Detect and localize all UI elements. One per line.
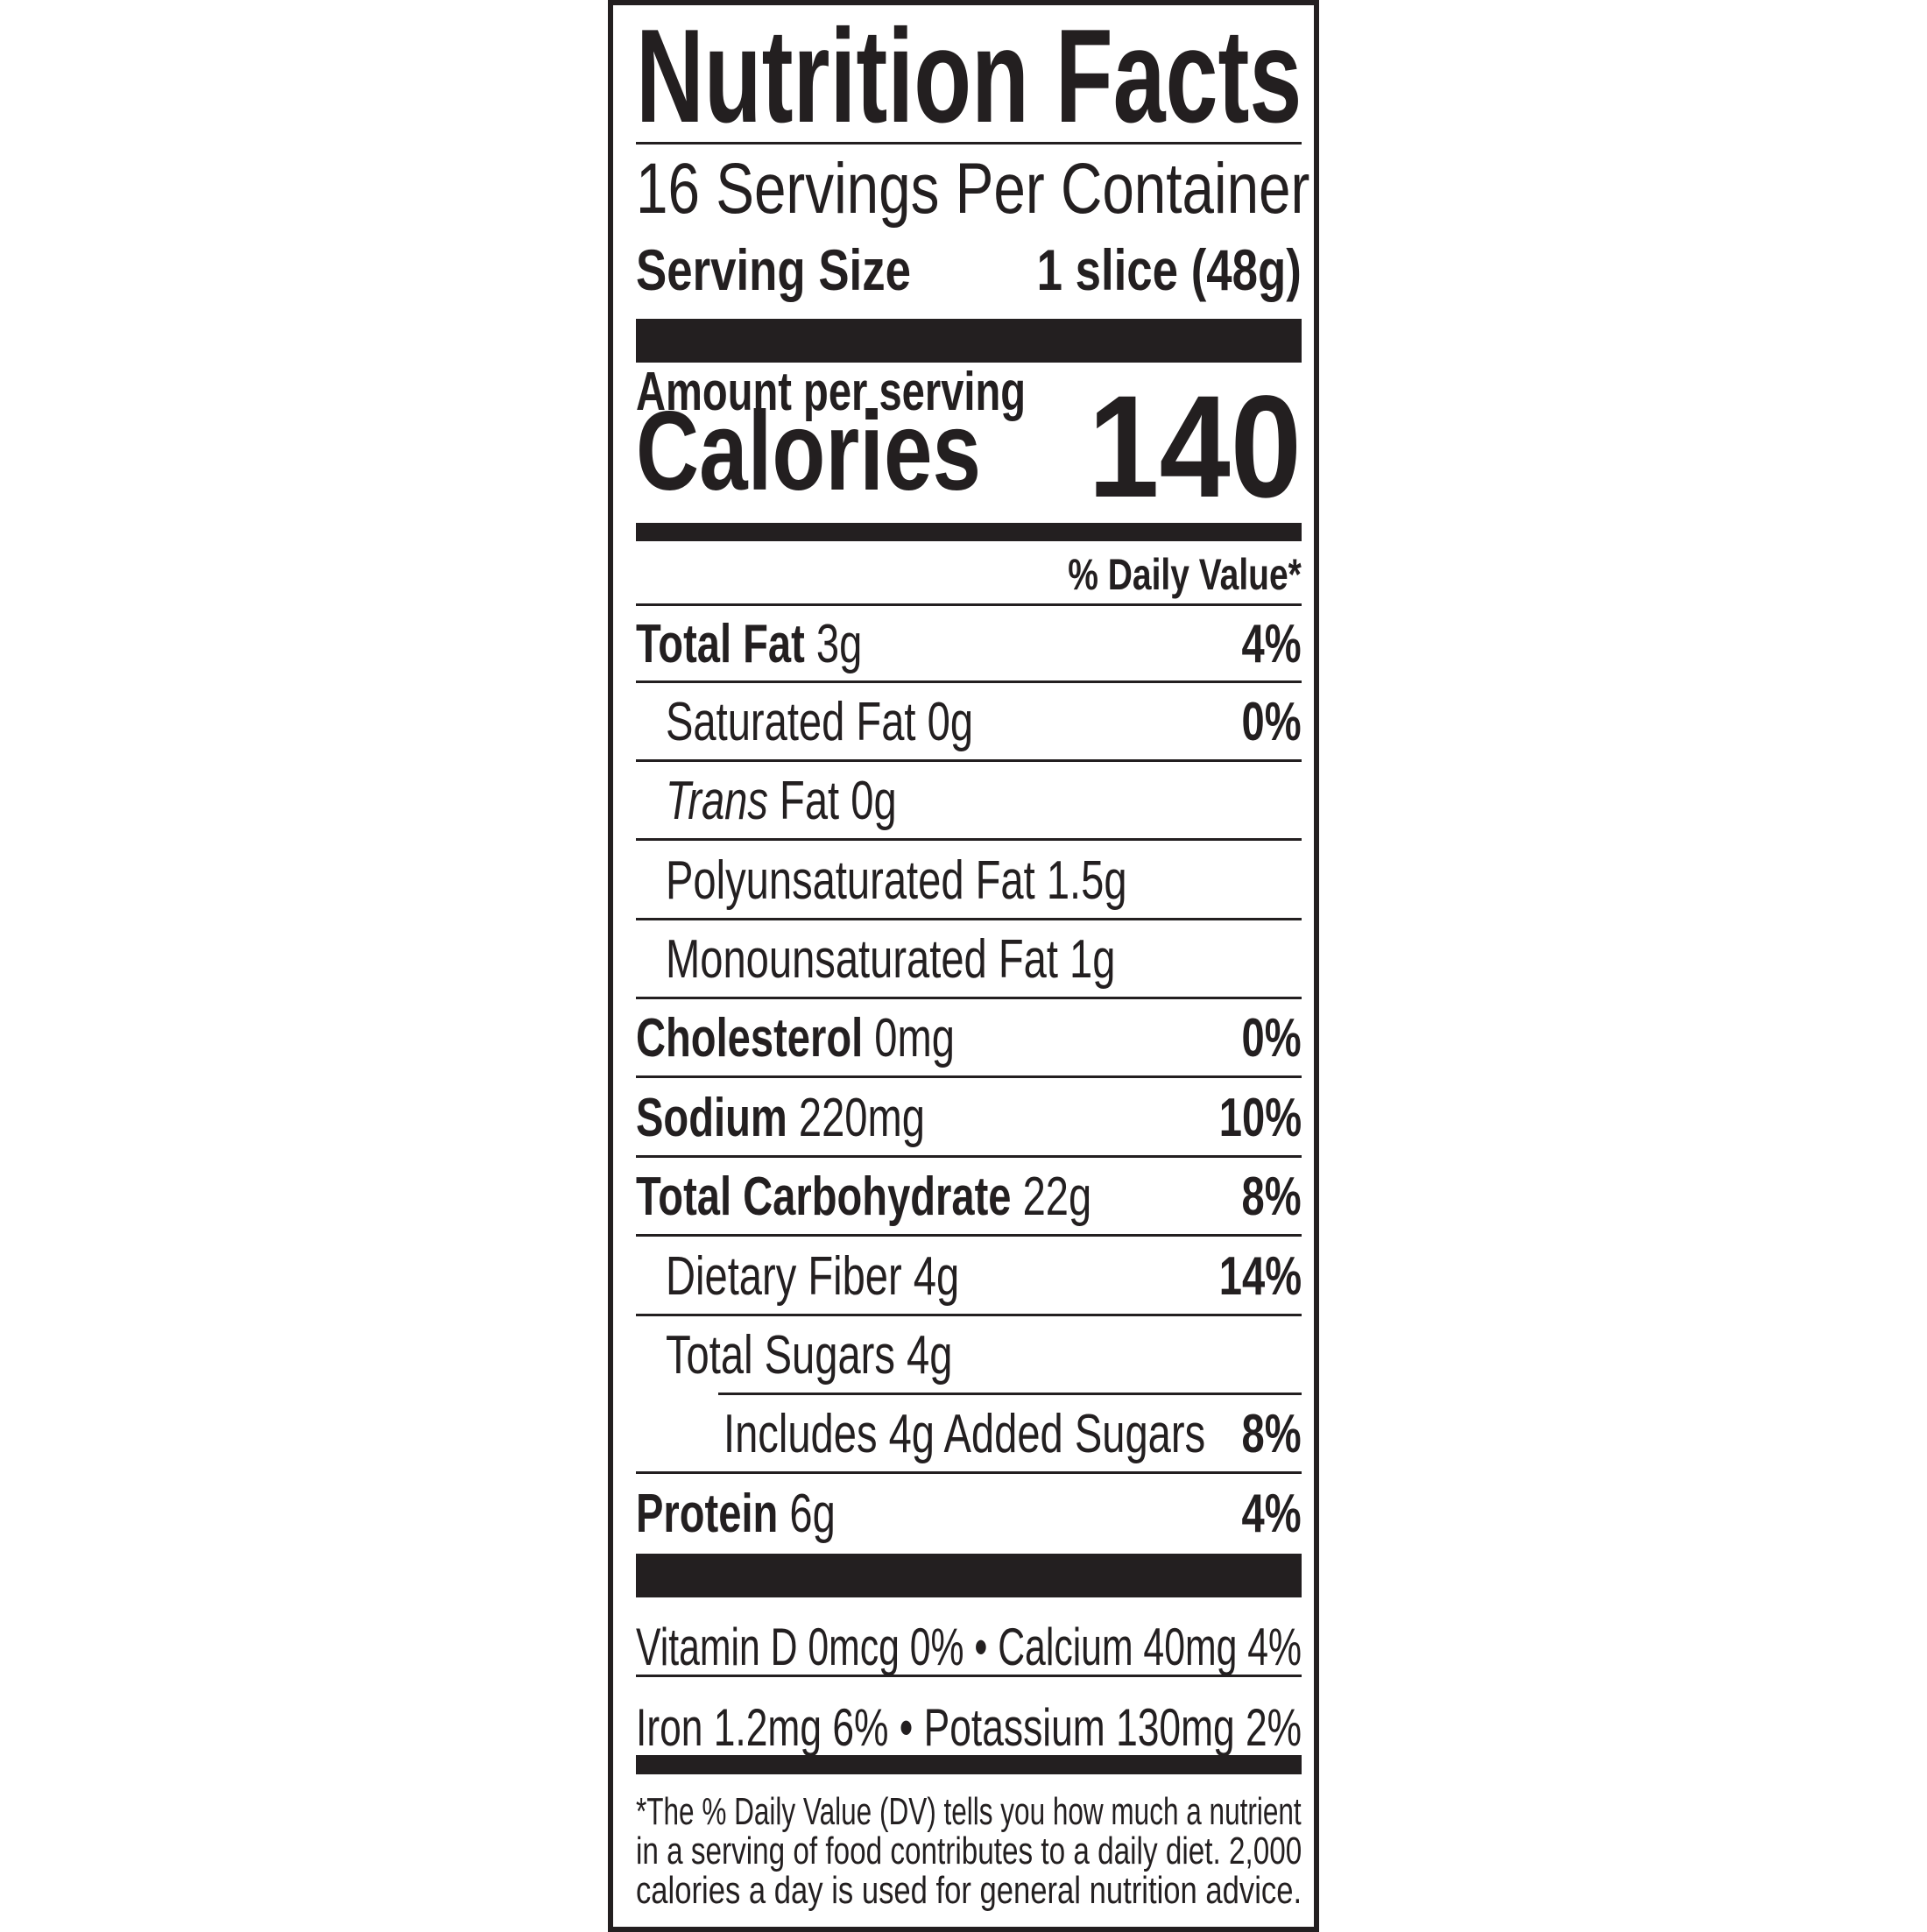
row-divider [636, 1075, 1302, 1078]
row-divider [636, 680, 1302, 683]
footnote-text: *The % Daily Value (DV) tells you how mu… [636, 1790, 1302, 1833]
daily-value-header: % Daily Value* [636, 550, 1302, 599]
nutrition-facts-label: Nutrition Facts 16 Servings Per Containe… [608, 0, 1319, 1932]
nutrient-label: Protein 6g [636, 1474, 836, 1554]
thick-divider [636, 319, 1302, 363]
nutrient-label: Total Fat 3g [636, 606, 862, 683]
nutrient-amount: 6g [789, 1484, 836, 1544]
nutrient-row: Monounsaturated Fat 1g [636, 920, 1302, 999]
row-divider [636, 838, 1302, 841]
nutrient-daily-value: 8% [1241, 1404, 1302, 1464]
nutrient-name: Cholesterol [636, 1008, 864, 1068]
row-divider [636, 1234, 1302, 1237]
nutrient-row: Includes 4g Added Sugars 8% [636, 1395, 1302, 1474]
nutrient-amount: 1.5g [1046, 850, 1127, 911]
amount-per-serving: Amount per serving [636, 362, 1302, 422]
thick-divider [636, 1554, 1302, 1597]
serving-size-value: 1 slice (48g) [1036, 237, 1302, 302]
nutrient-label: Total Sugars 4g [666, 1316, 952, 1395]
nutrient-daily-value: 4% [1241, 1484, 1302, 1544]
minerals-text: Iron 1.2mg 6% • Potassium 130mg 2% [636, 1698, 1302, 1757]
nutrient-label: Trans Fat 0g [666, 762, 897, 841]
minerals-row: Iron 1.2mg 6% • Potassium 130mg 2% [636, 1697, 1302, 1759]
divider [636, 142, 1302, 145]
daily-value-header-text: % Daily Value* [1068, 550, 1302, 599]
nutrient-label: Total Carbohydrate 22g [636, 1158, 1091, 1237]
label-title: Nutrition Facts [636, 2, 1302, 151]
nutrient-daily-value: 14% [1218, 1246, 1302, 1307]
nutrient-daily-value: 8% [1241, 1167, 1302, 1227]
nutrient-amount: 22g [1022, 1167, 1092, 1227]
medium-divider [636, 1755, 1302, 1774]
servings-text: 16 Servings Per Container [636, 149, 1310, 229]
nutrient-row: Protein 6g 4% [636, 1474, 1302, 1554]
footnote-line: *The % Daily Value (DV) tells you how mu… [636, 1792, 1302, 1832]
footnote-line: in a serving of food contributes to a da… [636, 1831, 1302, 1872]
footnote-text: calories a day is used for general nutri… [636, 1869, 1302, 1912]
row-divider [636, 1471, 1302, 1474]
nutrient-row: Saturated Fat 0g 0% [636, 683, 1302, 762]
vitamins-text: Vitamin D 0mcg 0% • Calcium 40mg 4% [636, 1618, 1302, 1676]
nutrient-amount: 4g [907, 1325, 953, 1386]
nutrient-row: Cholesterol 0mg 0% [636, 999, 1302, 1078]
nutrient-daily-value: 10% [1218, 1088, 1302, 1148]
footnote-text: in a serving of food contributes to a da… [636, 1830, 1302, 1872]
row-divider [636, 1155, 1302, 1158]
divider [636, 603, 1302, 606]
nutrient-name: Polyunsaturated Fat [666, 850, 1035, 911]
nutrient-name: Trans [666, 771, 768, 831]
calories-label: Calories [636, 389, 981, 514]
servings-per-container: 16 Servings Per Container [636, 153, 1309, 225]
nutrient-row: Polyunsaturated Fat 1.5g [636, 841, 1302, 920]
footnote-line: calories a day is used for general nutri… [636, 1871, 1302, 1911]
nutrient-row: Dietary Fiber 4g 14% [636, 1237, 1302, 1316]
nutrient-name: Total Fat [636, 614, 805, 674]
nutrient-name: Dietary Fiber [666, 1246, 902, 1307]
row-divider [636, 759, 1302, 762]
nutrient-row: Total Sugars 4g [636, 1316, 1302, 1395]
nutrient-name: Monounsaturated Fat [666, 929, 1058, 990]
nutrient-row: Sodium 220mg 10% [636, 1078, 1302, 1158]
nutrient-name: Includes 4g Added Sugars [724, 1404, 1206, 1464]
serving-size: Serving Size 1 slice (48g) [636, 235, 1302, 305]
row-divider [718, 1393, 1302, 1395]
vitamins-row: Vitamin D 0mcg 0% • Calcium 40mg 4% [636, 1617, 1302, 1678]
nutrient-name: Saturated Fat [666, 692, 916, 752]
title-text: Nutrition Facts [636, 2, 1302, 151]
nutrient-amount: 0g [851, 771, 897, 831]
nutrient-name: Total Sugars [666, 1325, 895, 1386]
calories-row: Calories 140 [636, 375, 1302, 520]
nutrient-daily-value: 4% [1241, 614, 1302, 674]
calories-value: 140 [1088, 366, 1302, 528]
row-divider [636, 918, 1302, 920]
nutrient-row: Total Fat 3g 4% [636, 606, 1302, 683]
nutrient-label: Sodium 220mg [636, 1078, 925, 1158]
nutrient-amount: 220mg [798, 1088, 925, 1148]
row-divider [636, 1314, 1302, 1316]
nutrient-row: Trans Fat 0g [636, 762, 1302, 841]
divider [636, 1675, 1302, 1677]
nutrient-name-suffix: Fat [780, 771, 840, 831]
nutrient-label: Monounsaturated Fat 1g [666, 920, 1115, 999]
nutrient-amount: 0g [927, 692, 974, 752]
nutrient-name: Total Carbohydrate [636, 1167, 1012, 1227]
nutrient-name: Sodium [636, 1088, 787, 1148]
nutrient-row: Total Carbohydrate 22g 8% [636, 1158, 1302, 1237]
nutrient-label: Polyunsaturated Fat 1.5g [666, 841, 1127, 920]
nutrient-daily-value: 0% [1241, 1008, 1302, 1068]
nutrient-amount: 0mg [874, 1008, 955, 1068]
nutrient-amount: 4g [913, 1246, 960, 1307]
nutrient-amount: 1g [1069, 929, 1116, 990]
nutrient-amount: 3g [815, 614, 863, 674]
serving-size-label: Serving Size [636, 237, 911, 302]
nutrient-name: Protein [636, 1484, 779, 1544]
amount-per-serving-text: Amount per serving [636, 362, 1027, 422]
row-divider [636, 997, 1302, 999]
nutrient-label: Includes 4g Added Sugars [724, 1395, 1205, 1474]
nutrient-label: Dietary Fiber 4g [666, 1237, 959, 1316]
nutrient-label: Saturated Fat 0g [666, 683, 973, 762]
nutrient-daily-value: 0% [1241, 692, 1302, 752]
nutrient-label: Cholesterol 0mg [636, 999, 955, 1078]
medium-divider [636, 523, 1302, 541]
